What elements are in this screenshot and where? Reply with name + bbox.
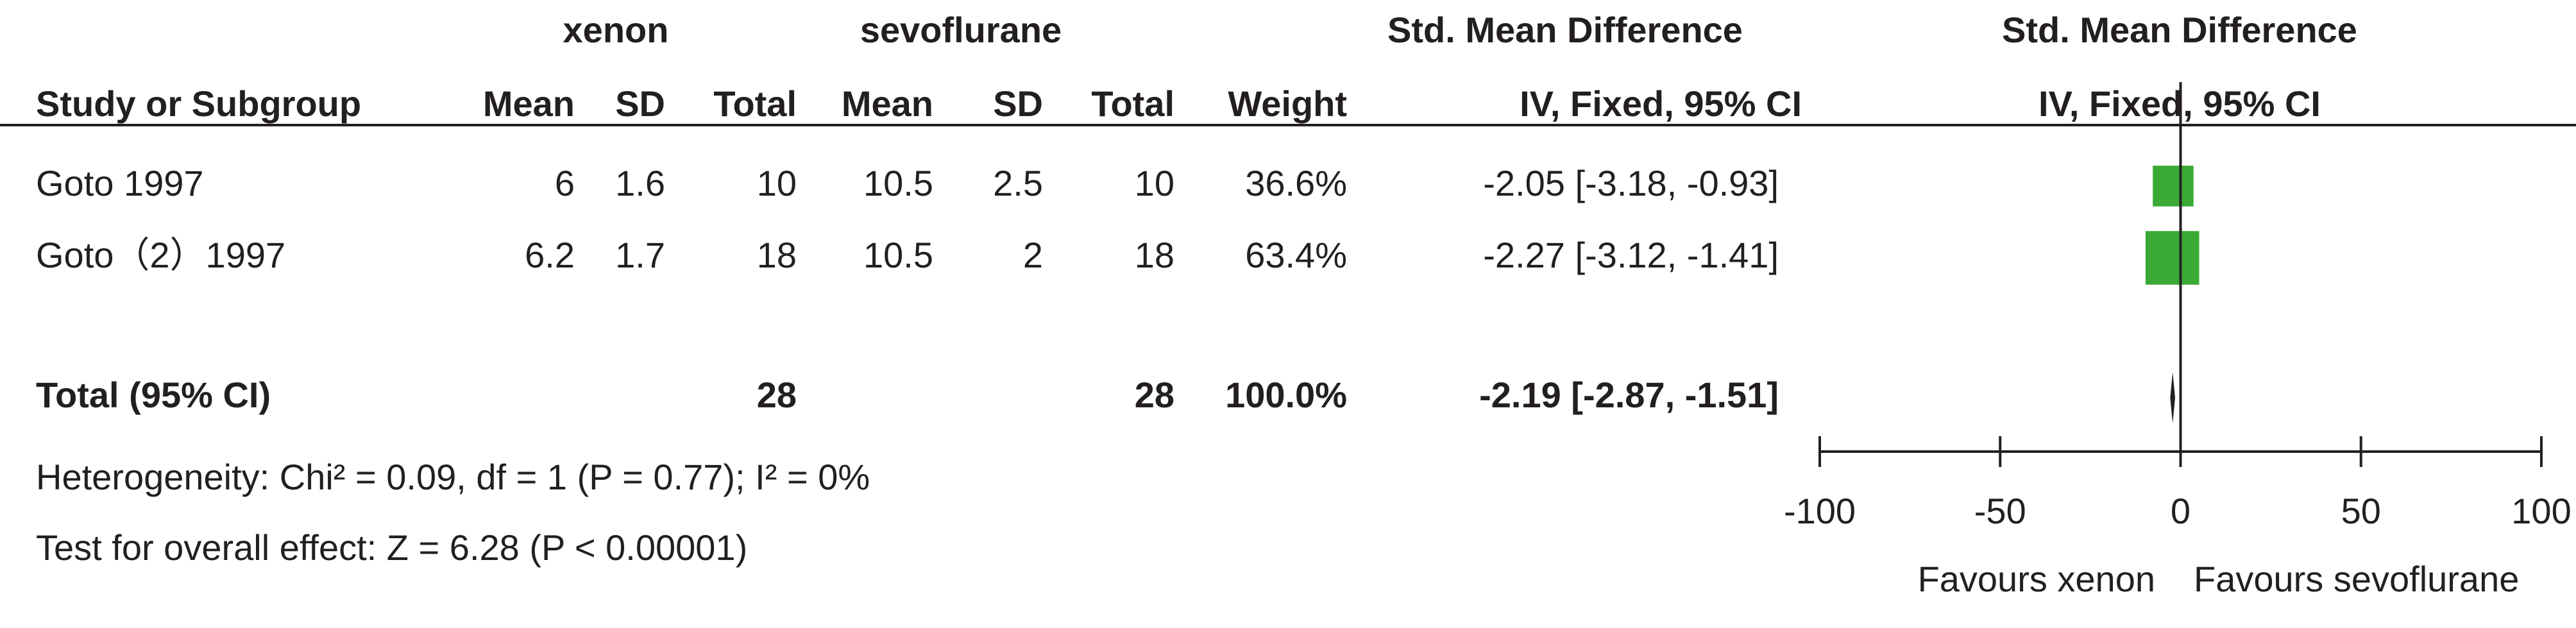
x-tick-label: 50 xyxy=(2341,491,2381,531)
cell-xenon-total: 10 xyxy=(757,163,797,203)
favours-right: Favours sevoflurane xyxy=(2194,559,2519,599)
total-sevo-total: 28 xyxy=(1135,375,1174,415)
total-xenon-total: 28 xyxy=(757,375,797,415)
cell-xenon-sd: 1.6 xyxy=(615,163,665,203)
cell-study: Goto（2）1997 xyxy=(36,235,285,275)
x-tick-label: -50 xyxy=(1974,491,2026,531)
total-estimate-label: -2.19 [-2.87, -1.51] xyxy=(1479,375,1779,415)
column-header: IV, Fixed, 95% CI xyxy=(1520,83,1802,124)
study-square xyxy=(2153,165,2194,207)
x-tick-label: 100 xyxy=(2511,491,2571,531)
cell-sevo-mean: 10.5 xyxy=(863,163,933,203)
x-tick-label: 0 xyxy=(2171,491,2190,531)
cell-study: Goto 1997 xyxy=(36,163,204,203)
group-header: xenon xyxy=(563,10,669,50)
favours-left: Favours xenon xyxy=(1918,559,2155,599)
total-study: Total (95% CI) xyxy=(36,375,271,415)
cell-sevo-mean: 10.5 xyxy=(863,235,933,275)
cell-estimate-label: -2.05 [-3.18, -0.93] xyxy=(1483,163,1779,203)
cell-sevo-sd: 2 xyxy=(1023,235,1043,275)
column-header: Mean xyxy=(483,83,575,124)
cell-sevo-total: 10 xyxy=(1135,163,1174,203)
total-diamond xyxy=(2170,372,2176,423)
column-header: Study or Subgroup xyxy=(36,83,361,124)
cell-estimate-label: -2.27 [-3.12, -1.41] xyxy=(1483,235,1779,275)
column-header: Mean xyxy=(842,83,933,124)
cell-xenon-mean: 6 xyxy=(555,163,575,203)
cell-weight-label: 63.4% xyxy=(1245,235,1347,275)
column-header: Weight xyxy=(1228,83,1347,124)
x-tick-label: -100 xyxy=(1784,491,1856,531)
cell-xenon-mean: 6.2 xyxy=(525,235,575,275)
cell-sevo-sd: 2.5 xyxy=(993,163,1043,203)
group-header: sevoflurane xyxy=(860,10,1062,50)
column-header: Total xyxy=(1091,83,1174,124)
overall-effect: Test for overall effect: Z = 6.28 (P < 0… xyxy=(36,527,747,568)
column-header: SD xyxy=(615,83,665,124)
group-header: Std. Mean Difference xyxy=(2002,10,2357,50)
cell-xenon-sd: 1.7 xyxy=(615,235,665,275)
study-square xyxy=(2145,231,2199,285)
group-header: Std. Mean Difference xyxy=(1387,10,1743,50)
total-weight-label: 100.0% xyxy=(1225,375,1347,415)
cell-xenon-total: 18 xyxy=(757,235,797,275)
cell-weight-label: 36.6% xyxy=(1245,163,1347,203)
heterogeneity: Heterogeneity: Chi² = 0.09, df = 1 (P = … xyxy=(36,457,870,497)
column-header: Total xyxy=(713,83,797,124)
cell-sevo-total: 18 xyxy=(1135,235,1174,275)
column-header: SD xyxy=(993,83,1043,124)
